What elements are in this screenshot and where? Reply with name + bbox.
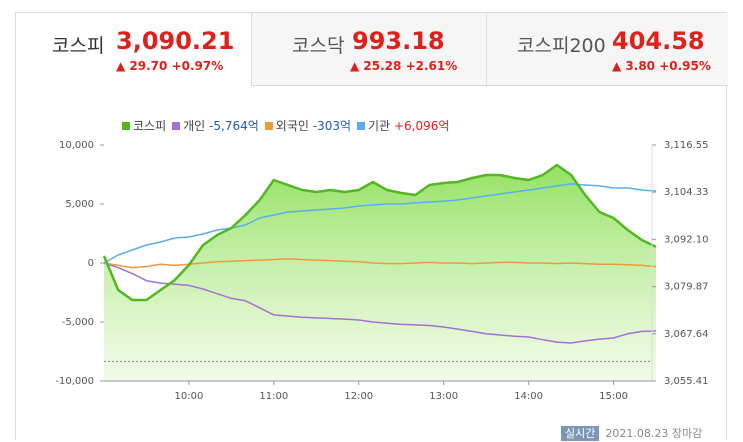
date: 2021.08.23 bbox=[605, 427, 669, 440]
status: 장마감 bbox=[671, 427, 703, 440]
tab-change: ▲ 29.70 +0.97% bbox=[116, 59, 224, 73]
change-pct: +0.95% bbox=[659, 59, 711, 73]
series-line bbox=[103, 258, 657, 269]
y2-tick-label: 3,079.87 bbox=[664, 282, 709, 293]
change: 29.70 bbox=[129, 59, 168, 73]
series-line bbox=[103, 183, 657, 264]
realtime-badge[interactable]: 실시간 bbox=[561, 426, 600, 441]
change: 25.28 bbox=[363, 59, 402, 73]
y2-tick-label: 3,067.64 bbox=[664, 329, 709, 340]
change-pct: +2.61% bbox=[405, 59, 458, 73]
y-tick-label: -5,000 bbox=[62, 317, 94, 328]
y-tick-label: 10,000 bbox=[59, 140, 94, 151]
tab[interactable]: 코스닥 993.18 ▲ 25.28 +2.61% bbox=[251, 13, 486, 86]
x-tick-label: 15:00 bbox=[599, 391, 628, 402]
legend-swatch bbox=[357, 122, 366, 130]
change: 3.80 bbox=[625, 59, 656, 73]
y2-tick-label: 3,104.33 bbox=[664, 187, 709, 198]
legend-total: -303억 bbox=[312, 119, 352, 133]
y2-tick-label: 3,055.41 bbox=[664, 376, 709, 387]
tab-change: ▲ 3.80 +0.95% bbox=[612, 59, 711, 73]
legend-swatch bbox=[172, 122, 181, 130]
legend: 코스피 개인 -5,764억 외국인 -303억 기관 +6,096억 bbox=[116, 117, 449, 134]
x-tick-label: 14:00 bbox=[514, 391, 543, 402]
legend-swatch bbox=[122, 122, 130, 130]
legend-label: 코스피 bbox=[133, 119, 167, 133]
y-tick-label: 0 bbox=[88, 258, 94, 269]
legend-swatch bbox=[264, 122, 273, 130]
series-line bbox=[103, 262, 657, 344]
legend-label: 개인 bbox=[183, 119, 206, 133]
x-tick-label: 13:00 bbox=[429, 391, 458, 402]
tab-value: 993.18 bbox=[352, 27, 445, 55]
change-pct: +0.97% bbox=[171, 59, 224, 73]
y2-tick-label: 3,116.55 bbox=[664, 140, 709, 151]
tab-value: 3,090.21 bbox=[116, 27, 235, 55]
legend-total: -5,764억 bbox=[209, 119, 259, 133]
y-tick-label: -10,000 bbox=[55, 376, 94, 387]
footer: 실시간 2021.08.23 장마감 bbox=[561, 425, 702, 441]
tab[interactable]: 코스피200 404.58 ▲ 3.80 +0.95% bbox=[486, 13, 728, 86]
legend-label: 외국인 bbox=[275, 119, 309, 133]
y2-tick-label: 3,092.10 bbox=[664, 234, 709, 245]
tab-name: 코스닥 bbox=[292, 35, 345, 57]
tab-name: 코스피200 bbox=[517, 35, 606, 57]
x-tick-label: 10:00 bbox=[175, 391, 204, 402]
area-fill bbox=[104, 165, 656, 381]
series-line bbox=[102, 163, 657, 302]
tab[interactable]: 코스피 3,090.21 ▲ 29.70 +0.97% bbox=[16, 13, 251, 86]
legend-label: 기관 bbox=[368, 119, 391, 133]
tab-value: 404.58 bbox=[612, 27, 705, 55]
x-tick-label: 11:00 bbox=[259, 391, 288, 402]
tab-name: 코스피 bbox=[52, 35, 105, 57]
tab-change: ▲ 25.28 +2.61% bbox=[350, 59, 458, 73]
x-tick-label: 12:00 bbox=[344, 391, 373, 402]
legend-total: +6,096억 bbox=[393, 119, 450, 133]
y-tick-label: 5,000 bbox=[65, 199, 94, 210]
widget: 코스피 3,090.21 ▲ 29.70 +0.97% 코스닥 993.18 ▲… bbox=[15, 12, 728, 441]
